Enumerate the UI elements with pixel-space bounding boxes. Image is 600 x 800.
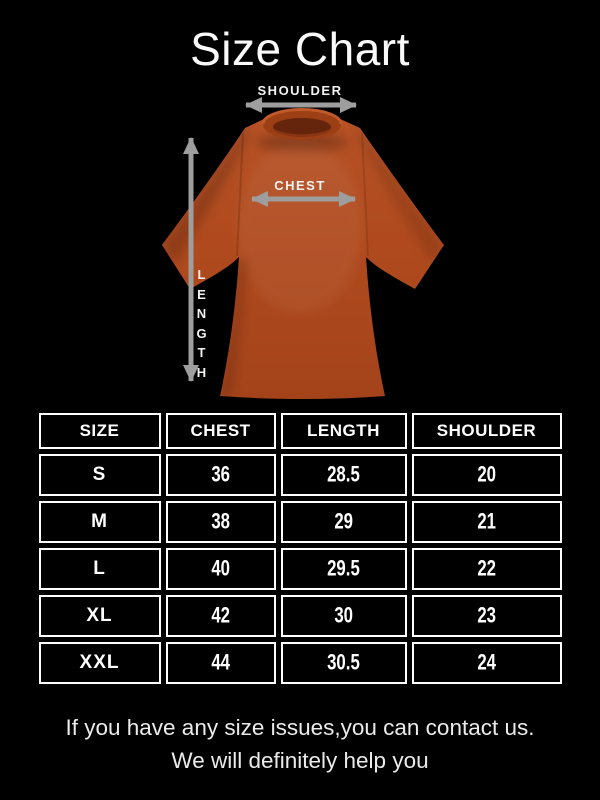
header-shoulder: SHOULDER	[411, 413, 562, 449]
cell-shoulder: 24	[411, 642, 562, 684]
cell-size: XXL	[38, 642, 161, 684]
tshirt-measurement-diagram: SHOULDER CHEST LENGTH	[0, 78, 600, 408]
tshirt-shape	[162, 108, 444, 399]
right-sleeve-shade	[356, 128, 444, 263]
collar-inner	[273, 118, 331, 136]
header-chest: CHEST	[165, 413, 276, 449]
cell-chest: 42	[165, 595, 276, 637]
cell-chest: 36	[165, 454, 276, 496]
length-measure-label: LENGTH	[196, 267, 207, 380]
cell-chest: 38	[165, 501, 276, 543]
size-chart-table: SIZE CHEST LENGTH SHOULDER S 36 28.5 20 …	[34, 408, 567, 689]
page-title: Size Chart	[190, 23, 410, 75]
chest-measure-label: CHEST	[274, 178, 326, 193]
left-body-shade	[220, 258, 248, 396]
cell-length: 29.5	[280, 548, 407, 590]
table-row: XXL 44 30.5 24	[38, 642, 562, 684]
header-length: LENGTH	[280, 413, 407, 449]
cell-chest: 40	[165, 548, 276, 590]
cell-shoulder: 23	[411, 595, 562, 637]
table-row: L 40 29.5 22	[38, 548, 562, 590]
cell-size: S	[38, 454, 161, 496]
table-row: S 36 28.5 20	[38, 454, 562, 496]
chest-highlight	[238, 143, 362, 313]
cell-size: XL	[38, 595, 161, 637]
cell-size: L	[38, 548, 161, 590]
tshirt-illustration	[162, 97, 444, 399]
cell-shoulder: 21	[411, 501, 562, 543]
under-collar-shadow	[256, 133, 348, 151]
contact-note-line2: We will definitely help you	[171, 748, 429, 773]
right-shoulder-seam	[361, 132, 369, 257]
table-header-row: SIZE CHEST LENGTH SHOULDER	[38, 413, 562, 449]
measurement-arrows	[183, 97, 357, 382]
table-row: M 38 29 21	[38, 501, 562, 543]
cell-size: M	[38, 501, 161, 543]
cell-shoulder: 22	[411, 548, 562, 590]
header-size: SIZE	[38, 413, 161, 449]
contact-note: If you have any size issues,you can cont…	[0, 711, 600, 777]
contact-note-line1: If you have any size issues,you can cont…	[65, 715, 535, 740]
cell-shoulder: 20	[411, 454, 562, 496]
cell-chest: 44	[165, 642, 276, 684]
table-row: XL 42 30 23	[38, 595, 562, 637]
left-shoulder-seam	[236, 132, 244, 257]
collar-inner-lip	[273, 128, 331, 137]
shoulder-measure-label: SHOULDER	[257, 83, 343, 98]
cell-length: 28.5	[280, 454, 407, 496]
cell-length: 30	[280, 595, 407, 637]
cell-length: 29	[280, 501, 407, 543]
cell-length: 30.5	[280, 642, 407, 684]
